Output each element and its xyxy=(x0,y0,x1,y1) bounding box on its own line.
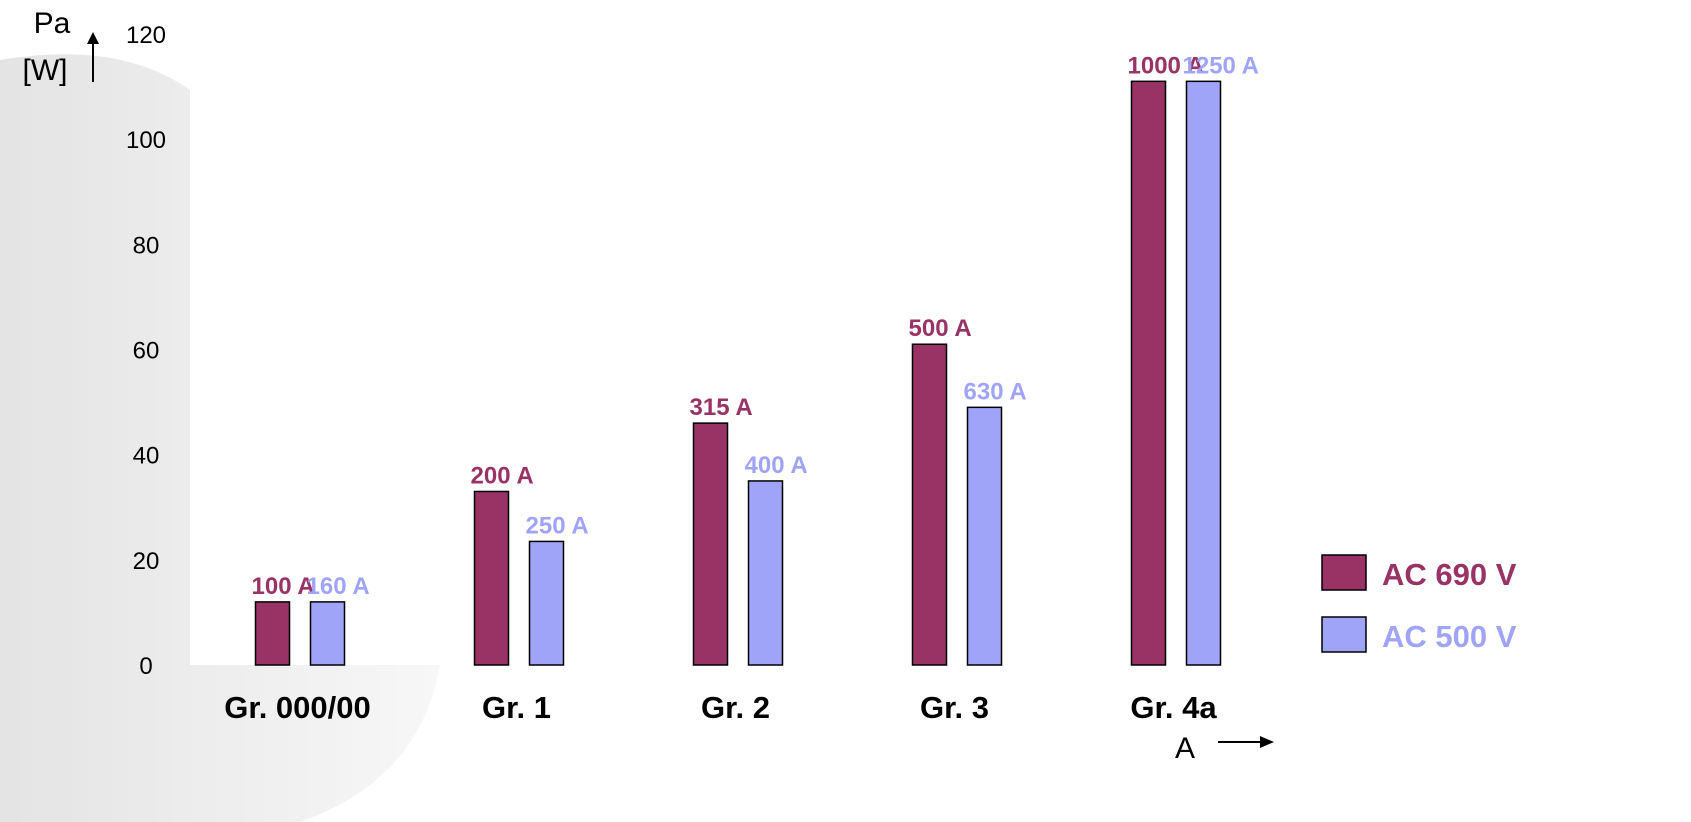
bar-label: 100 A xyxy=(252,573,315,600)
bar xyxy=(473,490,510,666)
bar-label: 1250 A xyxy=(1183,52,1260,79)
x-tick-label: Gr. 000/00 xyxy=(224,690,371,725)
bar xyxy=(747,480,784,666)
x-axis-arrow-head xyxy=(1260,736,1274,748)
y-axis-arrow-head xyxy=(87,32,99,44)
bar-label: 200 A xyxy=(471,462,534,489)
y-tick-label: 40 xyxy=(133,443,160,470)
bar xyxy=(1185,80,1222,666)
y-tick-label: 60 xyxy=(133,338,160,365)
x-tick-label: Gr. 2 xyxy=(701,690,770,725)
bar xyxy=(254,601,291,666)
x-tick-label: Gr. 1 xyxy=(482,690,551,725)
y-tick-label: 100 xyxy=(126,127,166,154)
legend-label: AC 500 V xyxy=(1382,619,1517,654)
bar-label: 500 A xyxy=(909,315,972,342)
x-tick-label: Gr. 3 xyxy=(920,690,989,725)
y-tick-label: 80 xyxy=(133,232,160,259)
legend-swatch xyxy=(1321,616,1367,653)
x-tick-label: Gr. 4a xyxy=(1130,690,1217,725)
y-axis-label: [W] xyxy=(23,54,68,87)
bar-label: 400 A xyxy=(745,452,808,479)
legend-label: AC 690 V xyxy=(1382,557,1517,592)
bar-label: 630 A xyxy=(964,378,1027,405)
bar-label: 160 A xyxy=(307,573,370,600)
bar xyxy=(528,540,565,666)
bar xyxy=(1130,80,1167,666)
bar xyxy=(692,422,729,666)
bar xyxy=(911,343,948,666)
bar-label: 1000 A xyxy=(1128,52,1205,79)
y-tick-label: 0 xyxy=(139,653,152,680)
y-tick-label: 120 xyxy=(126,22,166,49)
y-axis-label: Pa xyxy=(34,7,71,40)
x-axis-label: A xyxy=(1175,732,1195,765)
bar xyxy=(309,601,346,666)
background-image xyxy=(0,54,440,822)
legend-swatch xyxy=(1321,554,1367,591)
bar-label: 250 A xyxy=(526,512,589,539)
bar xyxy=(966,406,1003,666)
bar-label: 315 A xyxy=(690,394,753,421)
y-tick-label: 20 xyxy=(133,548,160,575)
